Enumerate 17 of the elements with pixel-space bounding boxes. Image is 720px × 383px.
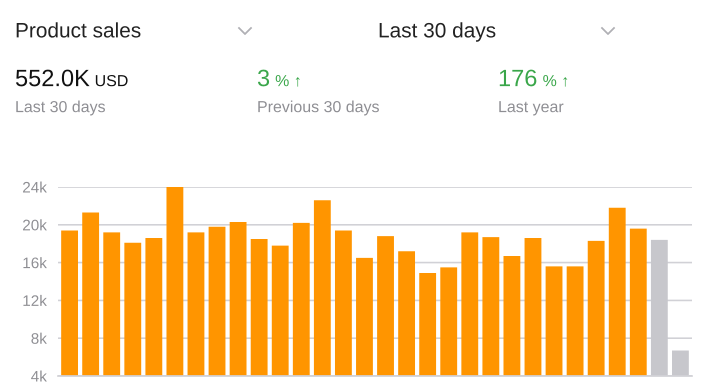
text: USD: [96, 74, 128, 86]
text: Last 30 days: [380, 22, 496, 42]
text: Last year: [499, 101, 564, 116]
y-tick-label: 16k: [23, 257, 47, 268]
y-tick-label: 20k: [23, 219, 47, 230]
text: % ↑: [543, 75, 568, 87]
y-tick-label: 12k: [23, 294, 47, 306]
y-tick-label: 4k: [31, 370, 47, 382]
text: 176: [500, 70, 536, 86]
text: % ↑: [276, 75, 300, 87]
chart-title: Product sales: [16, 22, 140, 38]
text: Last 30 days: [16, 100, 105, 116]
text: Previous 30 days: [258, 100, 379, 116]
text: 552.0K: [16, 70, 90, 86]
y-tick-label: 8k: [31, 332, 47, 344]
text: 3: [258, 70, 270, 86]
y-tick-label: 24k: [23, 181, 47, 193]
